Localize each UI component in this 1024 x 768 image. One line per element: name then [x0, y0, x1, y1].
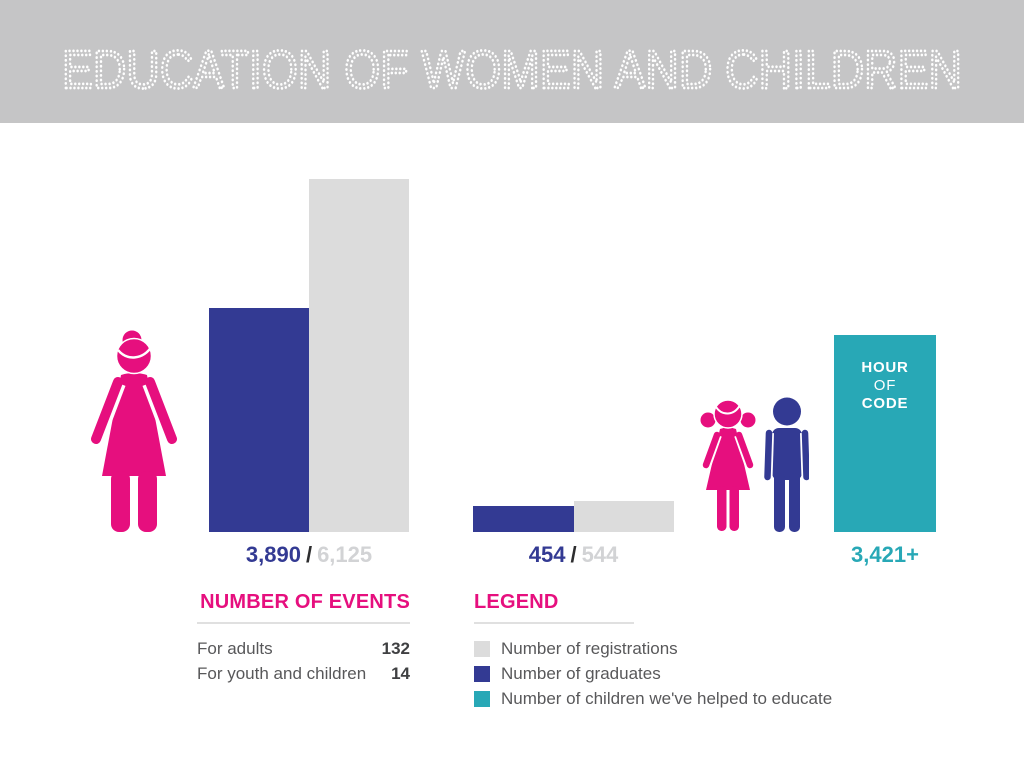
events-title: NUMBER OF EVENTS	[200, 591, 410, 613]
events-rows: For adults 132 For youth and children 14	[197, 639, 410, 689]
events-divider	[197, 622, 410, 624]
legend-title: LEGEND	[474, 591, 559, 613]
youth-registrations-value: 544	[581, 542, 619, 567]
hoc-line3: CODE	[861, 395, 909, 412]
youth-graduates-value: 454	[528, 542, 566, 567]
events-row-value: 132	[381, 639, 410, 658]
legend-item-label: Number of registrations	[501, 638, 678, 658]
legend-item-graduates: Number of graduates	[474, 661, 864, 686]
adults-graduates-value: 3,890	[245, 542, 301, 567]
events-row-youth: For youth and children 14	[197, 664, 410, 689]
events-row-value: 14	[391, 664, 410, 683]
legend-item-children-educated: Number of children we've helped to educa…	[474, 686, 864, 711]
events-row-label: For adults	[197, 639, 273, 658]
number-of-events-panel: NUMBER OF EVENTS For adults 132 For yout…	[197, 591, 410, 689]
children-educated-swatch-icon	[474, 690, 490, 707]
value-label-youth: 454/544	[473, 542, 674, 568]
bar-adults-graduates	[209, 308, 309, 532]
legend-panel: LEGEND Number of registrations Number of…	[474, 591, 864, 711]
legend-item-label: Number of graduates	[501, 663, 661, 683]
legend-item-label: Number of children we've helped to educa…	[501, 688, 833, 708]
bar-youth-registrations	[574, 501, 674, 532]
bar-adults-registrations	[309, 179, 409, 532]
hour-of-code-label: HOUR OF CODE	[834, 335, 936, 413]
girl-icon	[700, 399, 756, 531]
page-title: EDUCATION OF WOMEN AND CHILDREN	[62, 40, 962, 100]
legend-item-registrations: Number of registrations	[474, 636, 864, 661]
boy-icon	[763, 397, 809, 532]
events-row-adults: For adults 132	[197, 639, 410, 664]
hoc-line2: OF	[873, 377, 897, 394]
graduates-swatch-icon	[474, 665, 490, 682]
hoc-line1: HOUR	[861, 359, 909, 376]
adults-registrations-value: 6,125	[317, 542, 373, 567]
events-row-label: For youth and children	[197, 664, 367, 683]
youth-separator: /	[570, 542, 577, 567]
bar-hour-of-code: HOUR OF CODE	[834, 335, 936, 532]
registrations-swatch-icon	[474, 640, 490, 657]
header-banner: EDUCATION OF WOMEN AND CHILDREN	[0, 0, 1024, 123]
woman-icon	[88, 330, 180, 532]
adults-separator: /	[305, 542, 313, 567]
dotted-title-svg: EDUCATION OF WOMEN AND CHILDREN	[61, 39, 964, 102]
value-label-hour-of-code: 3,421+	[851, 542, 919, 567]
legend-divider	[474, 622, 634, 624]
legend-rows: Number of registrations Number of gradua…	[474, 636, 864, 711]
bar-youth-graduates	[473, 506, 574, 532]
value-label-adults: 3,890/6,125	[209, 542, 409, 568]
